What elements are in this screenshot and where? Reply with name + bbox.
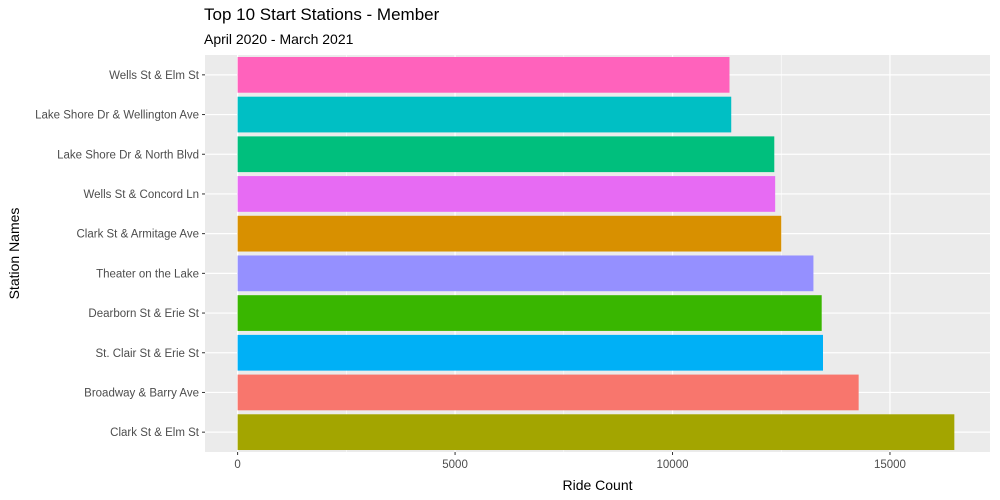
bar <box>237 136 775 173</box>
y-tick-label: Clark St & Elm St <box>110 427 200 439</box>
bar <box>237 295 822 331</box>
chart-subtitle: April 2020 - March 2021 <box>204 31 354 47</box>
bar <box>237 56 730 93</box>
y-tick-label: Wells St & Concord Ln <box>84 189 199 201</box>
x-axis-ticks: 0 5000 10000 15000 <box>234 452 906 471</box>
y-axis-ticks: Clark St & Elm St Broadway & Barry Ave St.… <box>35 70 205 439</box>
x-tick-label: 10000 <box>657 459 689 471</box>
bar <box>237 374 859 411</box>
chart-title: Top 10 Start Stations - Member <box>204 5 440 24</box>
bar <box>237 255 814 292</box>
bar <box>237 176 776 212</box>
y-tick-label: Theater on the Lake <box>96 268 199 280</box>
y-tick-label: St. Clair St & Erie St <box>95 348 199 360</box>
bar <box>237 334 823 371</box>
y-tick-label: Lake Shore Dr & Wellington Ave <box>35 110 199 122</box>
x-axis-title: Ride Count <box>562 477 632 493</box>
y-tick-label: Dearborn St & Erie St <box>88 308 199 320</box>
bars <box>237 56 955 451</box>
x-tick-label: 15000 <box>874 459 906 471</box>
x-tick-label: 0 <box>234 459 240 471</box>
x-tick-label: 5000 <box>442 459 468 471</box>
bar <box>237 414 955 451</box>
y-tick-label: Wells St & Elm St <box>109 70 200 82</box>
y-tick-label: Broadway & Barry Ave <box>84 387 199 399</box>
y-tick-label: Lake Shore Dr & North Blvd <box>57 149 199 161</box>
y-tick-label: Clark St & Armitage Ave <box>76 229 199 241</box>
bar <box>237 96 732 133</box>
bar <box>237 215 782 252</box>
y-axis-title: Station Names <box>6 208 22 300</box>
